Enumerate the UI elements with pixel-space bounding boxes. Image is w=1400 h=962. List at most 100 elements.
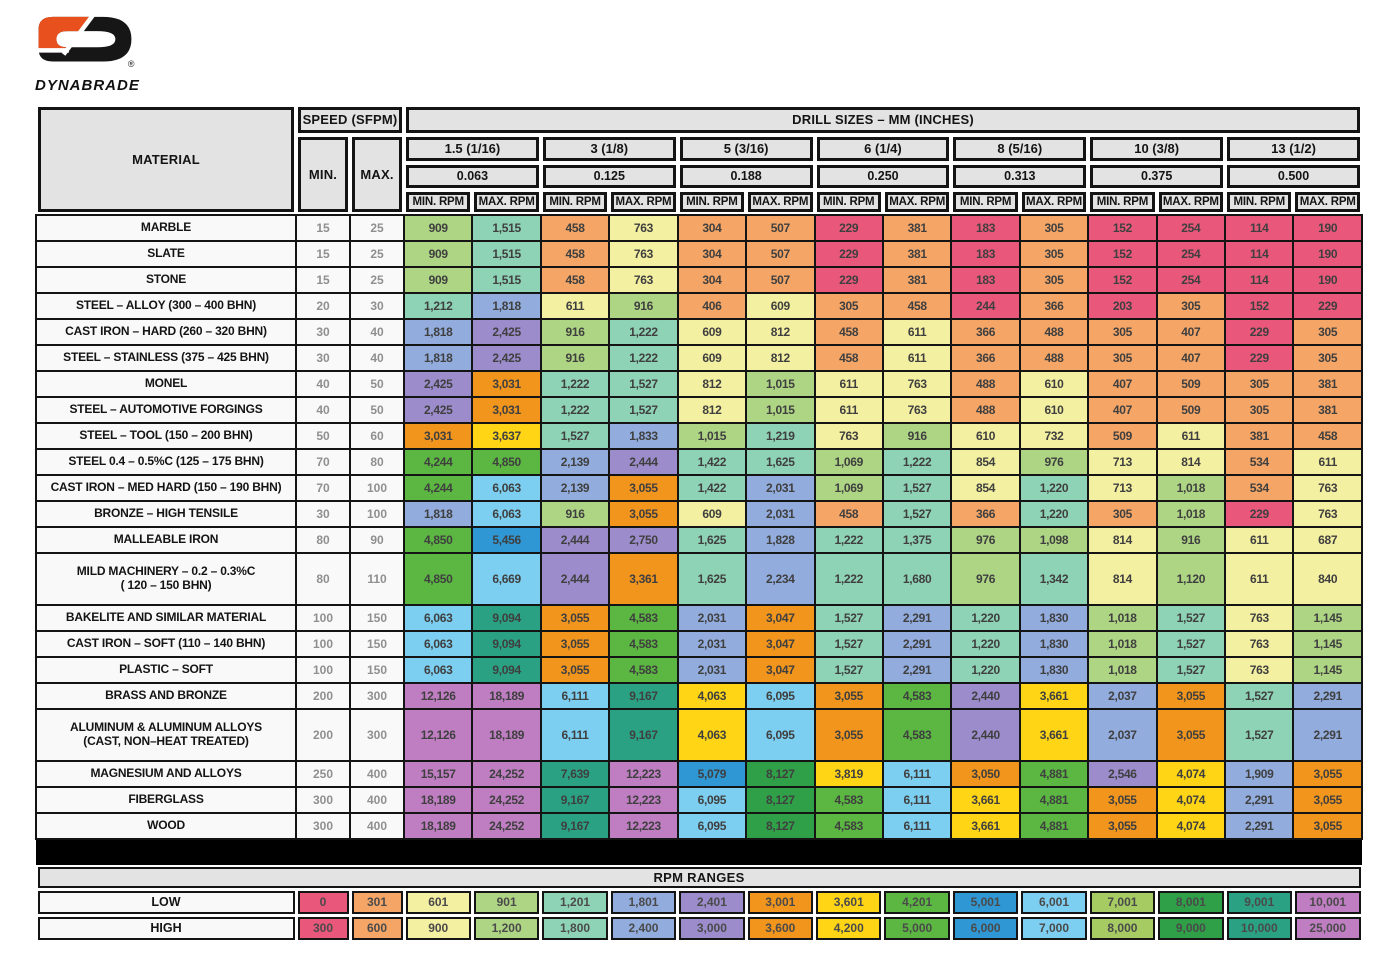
legend-band-value: 9,001 — [1226, 890, 1292, 914]
rpm-ranges-title-cell: RPM RANGES — [36, 865, 1362, 889]
speed-min-cell: 30 — [295, 318, 351, 346]
max-rpm-cell: 305 — [1018, 266, 1090, 294]
speed-max-cell: 300 — [349, 708, 405, 762]
min-rpm-cell: 3,055 — [539, 656, 611, 684]
min-rpm-cell: 2,440 — [950, 708, 1021, 762]
legend-label: HIGH — [37, 916, 295, 940]
material-cell: WOOD — [35, 812, 297, 840]
max-rpm-header-cell: MAX. RPM — [609, 190, 678, 215]
max-rpm-cell: 507 — [745, 266, 816, 294]
max-rpm-cell: 1,015 — [745, 396, 816, 424]
legend-band-value: 900 — [405, 916, 471, 940]
min-rpm-cell: 3,055 — [539, 630, 611, 658]
max-rpm-cell: 4,583 — [881, 708, 953, 762]
max-rpm-cell: 305 — [1292, 344, 1363, 372]
min-rpm-header-label: MIN. RPM — [542, 192, 608, 212]
max-rpm-header-cell: MAX. RPM — [882, 190, 952, 215]
max-rpm-cell: 1,833 — [608, 422, 679, 450]
min-rpm-cell: 1,222 — [813, 526, 884, 554]
drill-size-mm-label: 13 (1/2) — [1227, 137, 1360, 161]
legend-band-value: 9,000 — [1158, 916, 1224, 940]
max-rpm-cell: 458 — [881, 292, 953, 320]
max-rpm-cell: 2,031 — [745, 474, 816, 502]
min-rpm-cell: 713 — [1087, 448, 1158, 476]
max-rpm-cell: 9,094 — [471, 656, 542, 684]
legend-row-low: LOW 0 301 601 901 1,201 1,801 2,401 3,001 3,601 4,… — [36, 889, 1362, 915]
legend-band-value: 7,000 — [1021, 916, 1087, 940]
max-rpm-cell: 1,145 — [1292, 604, 1363, 632]
speed-max-cell: 30 — [349, 292, 405, 320]
min-rpm-cell: 18,189 — [402, 812, 474, 840]
max-rpm-cell: 1,818 — [471, 292, 542, 320]
min-rpm-cell: 3,661 — [950, 812, 1021, 840]
max-rpm-cell: 4,583 — [608, 656, 679, 684]
legend-band-cell: 1,801 — [609, 889, 678, 915]
legend-band-cell: 10,001 — [1293, 889, 1362, 915]
max-rpm-cell: 4,583 — [881, 682, 953, 710]
material-cell: STEEL – AUTOMOTIVE FORGINGS — [35, 396, 297, 424]
table-row: CAST IRON – HARD (260 – 320 BHN) 30 40 1,81… — [35, 318, 1363, 346]
min-rpm-cell: 1,069 — [813, 448, 884, 476]
min-rpm-cell: 814 — [1087, 552, 1158, 606]
min-rpm-cell: 609 — [676, 344, 748, 372]
legend-band-cell: 8,000 — [1088, 915, 1157, 941]
speed-min-cell: 15 — [295, 266, 351, 294]
drill-size-inches-cell: 0.063 — [404, 163, 541, 190]
max-rpm-cell: 381 — [1292, 396, 1363, 424]
legend-band-value: 6,001 — [1021, 890, 1087, 914]
max-rpm-cell: 3,055 — [1292, 786, 1363, 814]
min-rpm-cell: 2,037 — [1087, 708, 1158, 762]
drill-size-inches-cell: 0.375 — [1088, 163, 1226, 190]
material-cell: STEEL – STAINLESS (375 – 425 BHN) — [35, 344, 297, 372]
max-rpm-cell: 3,055 — [1155, 682, 1227, 710]
header-row-1: MATERIAL SPEED (SFPM) DRILL SIZES – MM (… — [36, 105, 1362, 215]
min-rpm-header-label: MIN. RPM — [953, 192, 1018, 212]
max-rpm-cell: 3,661 — [1018, 708, 1090, 762]
min-rpm-cell: 534 — [1224, 448, 1295, 476]
min-rpm-cell: 406 — [676, 292, 748, 320]
legend-band-cell: 2,401 — [677, 889, 747, 915]
material-cell: STEEL – TOOL (150 – 200 BHN) — [35, 422, 297, 450]
registered-mark: ® — [128, 59, 135, 69]
min-rpm-header-label: MIN. RPM — [1090, 192, 1155, 212]
table-row: STONE 15 25 909 1,515 458 763 304 507 229 381 183 30… — [35, 266, 1363, 294]
max-rpm-cell: 610 — [1018, 396, 1090, 424]
legend-band-cell: 2,400 — [609, 915, 678, 941]
max-rpm-cell: 6,095 — [745, 708, 816, 762]
min-rpm-cell: 304 — [676, 214, 748, 242]
header-row-2: MIN. MAX. 1.5 (1/16) 3 (1/8) 5 (3/16) 6 (1/… — [36, 135, 1362, 215]
min-rpm-cell: 152 — [1087, 240, 1158, 268]
drill-size-mm-cell: 8 (5/16) — [951, 135, 1089, 163]
min-rpm-cell: 152 — [1087, 266, 1158, 294]
table-row: MARBLE 15 25 909 1,515 458 763 304 507 229 381 183 3… — [35, 214, 1363, 242]
max-rpm-cell: 1,219 — [745, 422, 816, 450]
table-row: CAST IRON – MED HARD (150 – 190 BHN) 70 10… — [35, 474, 1363, 502]
max-rpm-cell: 1,222 — [608, 344, 679, 372]
min-rpm-cell: 458 — [539, 240, 611, 268]
max-rpm-cell: 5,456 — [471, 526, 542, 554]
max-rpm-cell: 507 — [745, 214, 816, 242]
brand-logo: ® DYNABRADE — [35, 10, 185, 94]
speed-min-cell: 40 — [295, 396, 351, 424]
max-rpm-cell: 6,063 — [471, 474, 542, 502]
legend-band-value: 901 — [473, 890, 540, 914]
max-rpm-cell: 3,637 — [471, 422, 542, 450]
min-rpm-cell: 458 — [813, 500, 884, 528]
material-cell: MONEL — [35, 370, 297, 398]
min-rpm-cell: 509 — [1087, 422, 1158, 450]
legend-band-value: 1,200 — [473, 916, 540, 940]
speed-max-cell: 150 — [349, 656, 405, 684]
min-rpm-cell: 1,818 — [402, 318, 474, 346]
rpm-ranges-title-row: RPM RANGES — [36, 865, 1362, 889]
legend-band-value: 4,201 — [884, 890, 950, 914]
min-rpm-cell: 2,425 — [402, 370, 474, 398]
min-rpm-cell: 3,819 — [813, 760, 884, 788]
legend-band-value: 10,001 — [1294, 890, 1361, 914]
min-rpm-cell: 1,909 — [1224, 760, 1295, 788]
min-rpm-cell: 812 — [676, 396, 748, 424]
max-rpm-cell: 18,189 — [471, 682, 542, 710]
min-rpm-cell: 1,018 — [1087, 656, 1158, 684]
min-rpm-cell: 6,063 — [402, 630, 474, 658]
max-rpm-cell: 2,444 — [608, 448, 679, 476]
min-rpm-cell: 1,625 — [676, 526, 748, 554]
